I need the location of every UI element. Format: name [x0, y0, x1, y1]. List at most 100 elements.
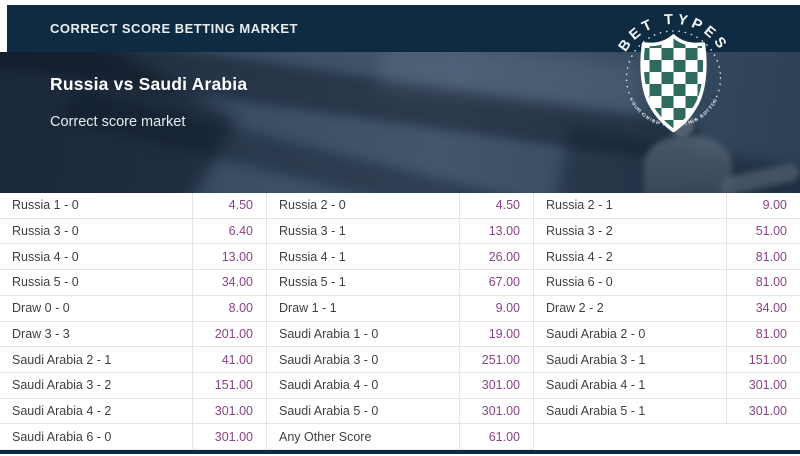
odds-row: Russia 2 - 0 4.50: [267, 193, 533, 219]
odds-value[interactable]: 251.00: [481, 352, 520, 367]
odds-row: Draw 3 - 3 201.00: [0, 321, 266, 348]
odds-value[interactable]: 301.00: [214, 403, 253, 418]
odds-value[interactable]: 4.50: [228, 198, 253, 213]
market-subtitle: Correct score market: [50, 114, 186, 130]
outcome-label: Any Other Score: [267, 424, 460, 449]
match-title: Russia vs Saudi Arabia: [50, 74, 248, 94]
outcome-label: Russia 2 - 0: [267, 193, 460, 218]
odds-row: Draw 1 - 1 9.00: [267, 295, 533, 322]
odds-value[interactable]: 61.00: [488, 429, 520, 444]
odds-row: Saudi Arabia 5 - 1 301.00: [534, 398, 800, 425]
odds-value[interactable]: 301.00: [748, 403, 787, 418]
outcome-label: Russia 4 - 2: [534, 244, 727, 270]
odds-row: Any Other Score 61.00: [267, 424, 533, 450]
odds-value[interactable]: 9.00: [495, 301, 520, 316]
outcome-label: Russia 5 - 0: [0, 270, 193, 295]
odds-value[interactable]: 301.00: [481, 403, 520, 418]
odds-value[interactable]: 67.00: [488, 275, 520, 290]
outcome-label: Saudi Arabia 4 - 1: [534, 372, 727, 398]
odds-table: Russia 1 - 0 4.50 Russia 3 - 0 6.40 Russ…: [0, 193, 800, 450]
odds-value[interactable]: 9.00: [762, 198, 787, 213]
odds-value[interactable]: 19.00: [488, 326, 520, 341]
odds-row: Russia 6 - 0 81.00: [534, 270, 800, 296]
outcome-label: Saudi Arabia 3 - 1: [534, 347, 727, 372]
odds-value[interactable]: 301.00: [748, 378, 787, 393]
outcome-label: Saudi Arabia 6 - 0: [0, 424, 193, 449]
odds-row: Russia 4 - 0 13.00: [0, 244, 266, 271]
odds-value[interactable]: 51.00: [755, 224, 787, 239]
odds-value[interactable]: 81.00: [755, 249, 787, 264]
odds-value[interactable]: 8.00: [228, 301, 253, 316]
outcome-label: Russia 3 - 1: [267, 218, 460, 244]
odds-column: Russia 2 - 0 4.50 Russia 3 - 1 13.00 Rus…: [267, 193, 534, 450]
odds-row: Saudi Arabia 1 - 0 19.00: [267, 321, 533, 348]
odds-row: Saudi Arabia 4 - 2 301.00: [0, 398, 266, 425]
outcome-label: Saudi Arabia 4 - 2: [0, 398, 193, 424]
odds-row: Saudi Arabia 6 - 0 301.00: [0, 424, 266, 450]
odds-value[interactable]: 41.00: [221, 352, 253, 367]
odds-value[interactable]: 301.00: [214, 429, 253, 444]
outcome-label: Russia 1 - 0: [0, 193, 193, 218]
odds-row: [534, 424, 800, 450]
odds-row: Draw 0 - 0 8.00: [0, 295, 266, 322]
odds-row: Russia 5 - 0 34.00: [0, 270, 266, 296]
odds-row: Draw 2 - 2 34.00: [534, 295, 800, 322]
outcome-label: Russia 3 - 2: [534, 218, 727, 244]
odds-value[interactable]: 151.00: [214, 378, 253, 393]
outcome-label: Russia 6 - 0: [534, 270, 727, 295]
hero-banner: Russia vs Saudi Arabia Correct score mar…: [0, 52, 800, 193]
odds-value: [727, 424, 800, 450]
odds-column: Russia 2 - 1 9.00 Russia 3 - 2 51.00 Rus…: [534, 193, 800, 450]
odds-column: Russia 1 - 0 4.50 Russia 3 - 0 6.40 Russ…: [0, 193, 267, 450]
odds-row: Saudi Arabia 5 - 0 301.00: [267, 398, 533, 425]
outcome-label: Russia 2 - 1: [534, 193, 727, 218]
outcome-label: Saudi Arabia 4 - 0: [267, 372, 460, 398]
outcome-label: Draw 0 - 0: [0, 295, 193, 321]
odds-value[interactable]: 81.00: [755, 326, 787, 341]
outcome-label: Russia 4 - 0: [0, 244, 193, 270]
odds-value[interactable]: 4.50: [495, 198, 520, 213]
outcome-label: Saudi Arabia 3 - 0: [267, 347, 460, 372]
odds-row: Saudi Arabia 4 - 0 301.00: [267, 372, 533, 399]
odds-row: Russia 3 - 2 51.00: [534, 218, 800, 245]
outcome-label: Saudi Arabia 5 - 0: [267, 398, 460, 424]
odds-value[interactable]: 13.00: [221, 249, 253, 264]
player-silhouette: [670, 110, 694, 138]
outcome-label: [534, 424, 727, 450]
outcome-label: Russia 5 - 1: [267, 270, 460, 295]
market-header-title: CORRECT SCORE BETTING MARKET: [50, 21, 298, 36]
outcome-label: Saudi Arabia 2 - 0: [534, 321, 727, 347]
odds-row: Russia 3 - 0 6.40: [0, 218, 266, 245]
odds-row: Russia 4 - 1 26.00: [267, 244, 533, 271]
odds-value[interactable]: 34.00: [221, 275, 253, 290]
player-silhouette: [644, 136, 732, 193]
odds-value[interactable]: 81.00: [755, 275, 787, 290]
odds-value[interactable]: 34.00: [755, 301, 787, 316]
odds-value[interactable]: 13.00: [488, 224, 520, 239]
odds-row: Russia 5 - 1 67.00: [267, 270, 533, 296]
outcome-label: Russia 3 - 0: [0, 218, 193, 244]
odds-row: Russia 4 - 2 81.00: [534, 244, 800, 271]
outcome-label: Saudi Arabia 5 - 1: [534, 398, 727, 424]
odds-row: Saudi Arabia 4 - 1 301.00: [534, 372, 800, 399]
odds-value[interactable]: 6.40: [228, 224, 253, 239]
odds-row: Russia 3 - 1 13.00: [267, 218, 533, 245]
odds-row: Russia 1 - 0 4.50: [0, 193, 266, 219]
outcome-label: Saudi Arabia 1 - 0: [267, 321, 460, 347]
market-header-bar: CORRECT SCORE BETTING MARKET: [7, 5, 800, 52]
odds-value[interactable]: 301.00: [481, 378, 520, 393]
odds-row: Russia 2 - 1 9.00: [534, 193, 800, 219]
bottom-border: [0, 450, 800, 454]
outcome-label: Russia 4 - 1: [267, 244, 460, 270]
odds-value[interactable]: 151.00: [748, 352, 787, 367]
odds-row: Saudi Arabia 2 - 0 81.00: [534, 321, 800, 348]
odds-value[interactable]: 201.00: [214, 326, 253, 341]
odds-row: Saudi Arabia 3 - 1 151.00: [534, 347, 800, 373]
odds-value[interactable]: 26.00: [488, 249, 520, 264]
outcome-label: Saudi Arabia 3 - 2: [0, 372, 193, 398]
outcome-label: Saudi Arabia 2 - 1: [0, 347, 193, 372]
odds-row: Saudi Arabia 3 - 0 251.00: [267, 347, 533, 373]
odds-row: Saudi Arabia 3 - 2 151.00: [0, 372, 266, 399]
outcome-label: Draw 3 - 3: [0, 321, 193, 347]
